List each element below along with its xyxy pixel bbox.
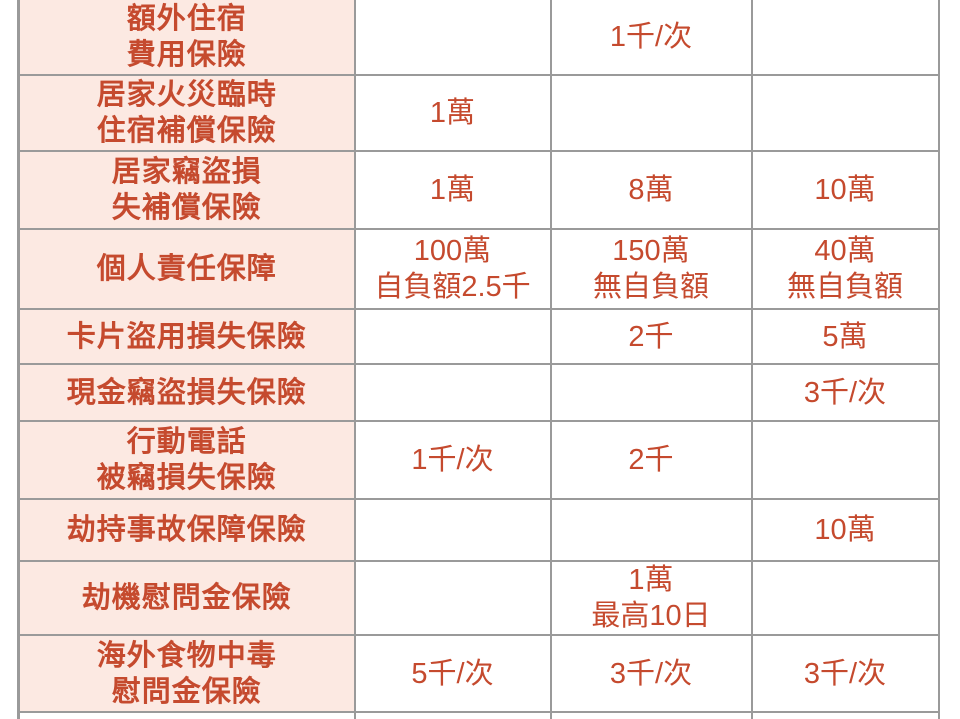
- table-row: 居家火災臨時 住宿補償保險 1萬: [17, 74, 940, 152]
- benefit-value-cell: [353, 711, 552, 719]
- benefit-value-cell: 3千/次: [549, 634, 753, 713]
- table-row: 海外食物中毒 慰問金保險 5千/次 3千/次 3千/次: [17, 634, 940, 713]
- table-row: 卡片盜用損失保險 2千 5萬: [17, 308, 940, 365]
- benefit-name-cell: 個人責任保障: [17, 228, 356, 310]
- benefit-value-cell: [549, 711, 753, 719]
- table-row: 居家竊盜損 失補償保險 1萬 8萬 10萬: [17, 150, 940, 230]
- benefit-value-cell: 3千/次: [750, 634, 940, 713]
- benefit-value-cell: 2千: [549, 420, 753, 500]
- benefit-value-cell: 40萬 無自負額: [750, 228, 940, 310]
- table-row-cutoff: [17, 711, 940, 719]
- benefit-value-cell: 5千/次: [353, 634, 552, 713]
- benefit-value-cell: [750, 711, 940, 719]
- benefit-name-cell: 卡片盜用損失保險: [17, 308, 356, 365]
- benefit-value-cell: 8萬: [549, 150, 753, 230]
- benefit-value-cell: 3千/次: [750, 363, 940, 422]
- benefit-value-cell: 1千/次: [353, 420, 552, 500]
- table-row: 劫持事故保障保險 10萬: [17, 498, 940, 562]
- benefit-value-cell: 150萬 無自負額: [549, 228, 753, 310]
- benefit-value-cell: 1萬: [353, 150, 552, 230]
- benefit-value-cell: [353, 363, 552, 422]
- benefit-name-cell: 居家竊盜損 失補償保險: [17, 150, 356, 230]
- benefit-value-cell: 10萬: [750, 498, 940, 562]
- benefit-value-cell: [750, 0, 940, 76]
- benefit-name-cell: 劫持事故保障保險: [17, 498, 356, 562]
- benefit-name-cell: 行動電話 被竊損失保險: [17, 420, 356, 500]
- benefit-value-cell: [353, 0, 552, 76]
- benefit-value-cell: [549, 363, 753, 422]
- benefit-value-cell: 10萬: [750, 150, 940, 230]
- benefit-name-cell: 額外住宿 費用保險: [17, 0, 356, 76]
- benefit-value-cell: [549, 74, 753, 152]
- benefit-value-cell: [353, 498, 552, 562]
- benefit-value-cell: 5萬: [750, 308, 940, 365]
- benefit-value-cell: 1千/次: [549, 0, 753, 76]
- benefit-value-cell: 1萬 最高10日: [549, 560, 753, 636]
- benefit-value-cell: 1萬: [353, 74, 552, 152]
- table-row: 行動電話 被竊損失保險 1千/次 2千: [17, 420, 940, 500]
- benefit-value-cell: [353, 308, 552, 365]
- table-row: 現金竊盜損失保險 3千/次: [17, 363, 940, 422]
- benefit-value-cell: [549, 498, 753, 562]
- benefit-name-cell: [17, 711, 356, 719]
- benefit-value-cell: [353, 560, 552, 636]
- benefit-name-cell: 劫機慰問金保險: [17, 560, 356, 636]
- table-row: 個人責任保障 100萬 自負額2.5千 150萬 無自負額 40萬 無自負額: [17, 228, 940, 310]
- benefit-value-cell: [750, 560, 940, 636]
- benefit-value-cell: [750, 420, 940, 500]
- table-row: 額外住宿 費用保險 1千/次: [17, 0, 940, 76]
- benefit-name-cell: 現金竊盜損失保險: [17, 363, 356, 422]
- benefit-value-cell: [750, 74, 940, 152]
- benefit-value-cell: 2千: [549, 308, 753, 365]
- benefit-value-cell: 100萬 自負額2.5千: [353, 228, 552, 310]
- benefit-name-cell: 居家火災臨時 住宿補償保險: [17, 74, 356, 152]
- insurance-benefits-table: 額外住宿 費用保險 1千/次 居家火災臨時 住宿補償保險 1萬 居家竊盜損 失補償保險 1萬 8萬…: [17, 0, 940, 719]
- insurance-benefits-table-body: 額外住宿 費用保險 1千/次 居家火災臨時 住宿補償保險 1萬 居家竊盜損 失補償保險 1萬 8萬…: [17, 0, 940, 719]
- benefit-name-cell: 海外食物中毒 慰問金保險: [17, 634, 356, 713]
- table-row: 劫機慰問金保險 1萬 最高10日: [17, 560, 940, 636]
